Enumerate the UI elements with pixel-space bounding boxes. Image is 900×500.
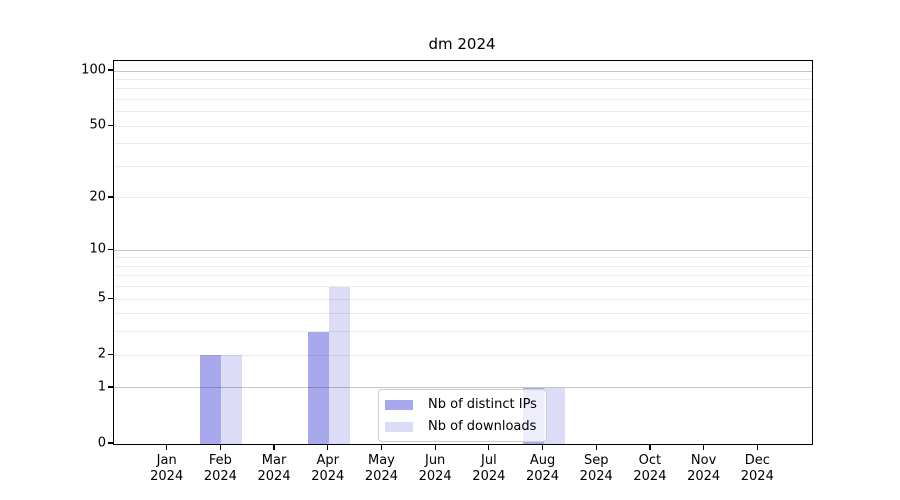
x-tick-mark <box>380 444 383 450</box>
x-tick-year: 2024 <box>687 468 721 484</box>
x-tick-mark <box>327 444 329 450</box>
y-tick-label: 2 <box>97 346 106 362</box>
x-tick-label-jan: Jan 2024 <box>150 453 183 484</box>
gridline-minor <box>114 111 812 113</box>
x-tick-mark <box>702 444 705 450</box>
x-tick-year: 2024 <box>472 468 506 484</box>
y-tick-label: 10 <box>89 241 106 257</box>
x-tick-mark <box>166 444 168 450</box>
y-tick-label: 20 <box>89 189 106 205</box>
y-tick-mark <box>108 69 113 71</box>
x-tick-month: Jul <box>481 453 497 468</box>
y-tick-mark <box>108 353 113 355</box>
bar-downloads-feb <box>221 355 243 444</box>
x-tick-label-may: May 2024 <box>365 453 398 484</box>
grid-layer <box>114 61 812 444</box>
x-tick-month: May <box>368 453 395 468</box>
legend-swatch-distinct-ips <box>385 399 413 410</box>
x-tick-label-apr: Apr 2024 <box>311 453 344 484</box>
legend-label-distinct-ips: Nb of distinct IPs <box>428 397 537 412</box>
gridline-minor <box>114 257 812 259</box>
x-tick-year: 2024 <box>203 468 237 484</box>
y-tick-label: 100 <box>81 62 106 78</box>
y-tick-label: 50 <box>89 117 106 133</box>
y-tick-mark <box>108 124 113 126</box>
x-tick-label-dec: Dec 2024 <box>741 453 774 484</box>
x-tick-year: 2024 <box>257 468 291 484</box>
gridline-minor <box>114 78 812 80</box>
gridline-minor <box>114 298 812 300</box>
gridline-minor <box>114 265 812 267</box>
x-tick-mark <box>756 444 758 450</box>
x-tick-mark <box>541 444 544 450</box>
gridline-minor <box>114 165 812 167</box>
gridline-minor <box>114 143 812 145</box>
gridline-minor <box>114 354 812 356</box>
y-tick-label: 1 <box>97 379 106 395</box>
x-tick-year: 2024 <box>418 468 452 484</box>
y-tick-mark <box>108 196 113 198</box>
gridline-major <box>114 249 812 251</box>
x-tick-year: 2024 <box>740 468 774 484</box>
gridline-minor <box>114 286 812 288</box>
gridline-minor <box>114 98 812 100</box>
x-tick-mark <box>219 444 222 450</box>
x-tick-label-mar: Mar 2024 <box>258 453 291 484</box>
y-tick-mark <box>108 297 113 299</box>
x-tick-mark <box>488 444 490 450</box>
legend-item-downloads: Nb of downloads <box>385 419 537 434</box>
x-tick-year: 2024 <box>579 468 613 484</box>
chart-title: dm 2024 <box>428 35 496 53</box>
gridline-minor <box>114 275 812 277</box>
x-tick-mark <box>273 444 275 450</box>
y-tick-mark <box>108 386 113 388</box>
x-tick-month: Nov <box>690 453 717 468</box>
x-tick-label-nov: Nov 2024 <box>687 453 720 484</box>
gridline-major <box>114 70 812 72</box>
y-tick-mark <box>108 442 113 444</box>
gridline-minor <box>114 197 812 199</box>
x-tick-mark <box>649 444 651 450</box>
x-tick-label-feb: Feb 2024 <box>204 453 237 484</box>
bar-downloads-aug <box>543 387 565 444</box>
x-tick-label-aug: Aug 2024 <box>526 453 559 484</box>
y-tick-label: 5 <box>97 290 106 306</box>
x-tick-month: Sep <box>583 453 609 468</box>
x-tick-year: 2024 <box>633 468 667 484</box>
gridline-minor <box>114 125 812 127</box>
x-tick-month: Dec <box>744 453 770 468</box>
gridline-minor <box>114 88 812 90</box>
x-tick-month: Aug <box>529 453 556 468</box>
y-tick-mark <box>108 248 113 250</box>
x-tick-label-jul: Jul 2024 <box>472 453 505 484</box>
x-tick-year: 2024 <box>311 468 345 484</box>
x-tick-label-jun: Jun 2024 <box>419 453 452 484</box>
x-tick-mark <box>595 444 597 450</box>
x-tick-month: Jun <box>424 453 446 468</box>
x-tick-month: Jan <box>156 453 177 468</box>
gridline-major <box>114 387 812 389</box>
y-tick-label: 0 <box>97 435 106 451</box>
bar-distinct-ips-feb <box>200 355 222 444</box>
x-tick-year: 2024 <box>150 468 184 484</box>
x-tick-label-oct: Oct 2024 <box>633 453 666 484</box>
bar-downloads-apr <box>328 286 350 444</box>
bar-distinct-ips-apr <box>307 331 329 444</box>
legend-item-distinct-ips: Nb of distinct IPs <box>385 397 537 412</box>
x-tick-month: Apr <box>316 453 340 468</box>
x-tick-year: 2024 <box>364 468 398 484</box>
x-tick-year: 2024 <box>525 468 560 484</box>
x-tick-month: Mar <box>261 453 287 468</box>
legend: Nb of distinct IPs Nb of downloads <box>378 389 547 442</box>
legend-swatch-downloads <box>385 421 413 432</box>
x-tick-label-sep: Sep 2024 <box>580 453 613 484</box>
legend-label-downloads: Nb of downloads <box>428 419 537 434</box>
x-tick-month: Feb <box>208 453 232 468</box>
gridline-minor <box>114 313 812 315</box>
x-tick-month: Oct <box>638 453 662 468</box>
plot-area <box>113 60 813 445</box>
gridline-minor <box>114 331 812 333</box>
x-tick-mark <box>434 444 436 450</box>
